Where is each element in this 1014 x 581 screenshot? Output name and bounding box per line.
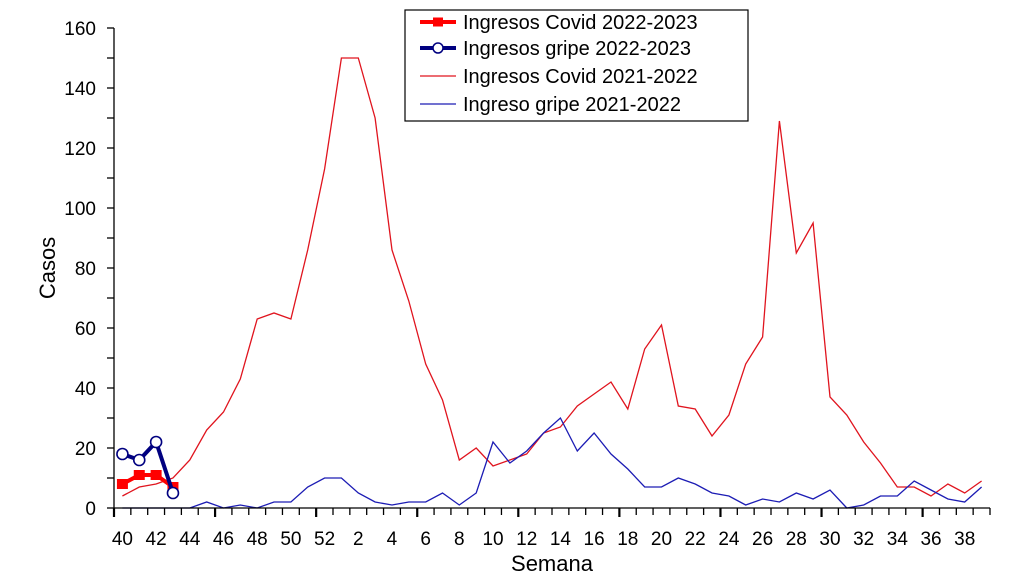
y-tick-label: 40 (75, 379, 96, 400)
x-tick-label: 48 (247, 529, 268, 550)
x-tick-label: 52 (314, 529, 335, 550)
data-point-square (133, 470, 145, 480)
x-tick-label: 42 (146, 529, 167, 550)
x-tick-label: 36 (920, 529, 941, 550)
data-point-square (150, 470, 162, 480)
y-tick-label: 60 (75, 319, 96, 340)
y-tick-label: 120 (64, 139, 96, 160)
x-tick-label: 2 (353, 529, 364, 550)
x-tick-label: 34 (887, 529, 909, 550)
series-ingresos-covid-2021-2022 (122, 57, 982, 497)
series-ingreso-gripe-2021-2022 (122, 416, 983, 509)
x-tick-label: 14 (550, 529, 572, 550)
y-axis: 0 20 40 60 80 100 120 140 160 (64, 19, 115, 520)
legend-item: Ingreso gripe 2021-2022 (420, 94, 681, 116)
x-tick-label: 6 (420, 529, 431, 550)
legend: Ingresos Covid 2022-2023 Ingresos gripe 2… (404, 9, 749, 122)
legend-item: Ingresos gripe 2022-2023 (420, 38, 691, 60)
legend-label: Ingresos Covid 2021-2022 (463, 66, 698, 88)
legend-label: Ingresos Covid 2022-2023 (463, 12, 698, 34)
x-tick-label: 10 (482, 529, 503, 550)
x-tick-label: 44 (179, 529, 201, 550)
x-tick-label: 40 (112, 529, 133, 550)
x-tick-label: 4 (387, 529, 398, 550)
y-tick-label: 100 (64, 199, 96, 220)
data-point-circle (166, 486, 180, 500)
y-tick-label: 80 (75, 259, 96, 280)
x-tick-label: 16 (584, 529, 605, 550)
legend-square-marker (433, 17, 443, 27)
data-point-circle (149, 435, 163, 449)
legend-item: Ingresos Covid 2021-2022 (420, 66, 698, 88)
plot-series (116, 57, 983, 509)
x-tick-label: 12 (516, 529, 537, 550)
x-tick-label: 8 (454, 529, 465, 550)
x-tick-label: 32 (853, 529, 874, 550)
legend-label: Ingreso gripe 2021-2022 (463, 94, 681, 116)
legend-item: Ingresos Covid 2022-2023 (420, 12, 698, 34)
x-tick-label: 18 (617, 529, 638, 550)
x-tick-label: 38 (954, 529, 975, 550)
y-tick-label: 0 (85, 499, 96, 520)
x-tick-label: 46 (213, 529, 234, 550)
y-tick-label: 20 (75, 439, 96, 460)
data-point-circle (132, 453, 146, 467)
x-tick-label: 20 (651, 529, 672, 550)
x-tick-label: 50 (280, 529, 301, 550)
x-tick-label: 26 (752, 529, 773, 550)
x-tick-label: 22 (685, 529, 706, 550)
y-tick-label: 140 (64, 79, 96, 100)
series-ingresos-gripe-2022-2023 (116, 435, 180, 500)
data-point-circle (116, 447, 129, 461)
x-axis: 40 42 44 46 48 50 52 2 4 6 8 10 12 14 16 18 20 22 24 26 28 30… (112, 507, 991, 550)
x-axis-title: Semana (511, 551, 594, 576)
x-tick-label: 28 (786, 529, 807, 550)
data-point-square (116, 479, 128, 489)
legend-label: Ingresos gripe 2022-2023 (463, 38, 691, 60)
legend-box (404, 9, 749, 122)
y-tick-label: 160 (64, 19, 96, 40)
y-axis-title: Casos (35, 237, 60, 299)
x-tick-label: 30 (819, 529, 840, 550)
x-tick-label: 24 (718, 529, 740, 550)
legend-circle-marker (432, 42, 444, 54)
